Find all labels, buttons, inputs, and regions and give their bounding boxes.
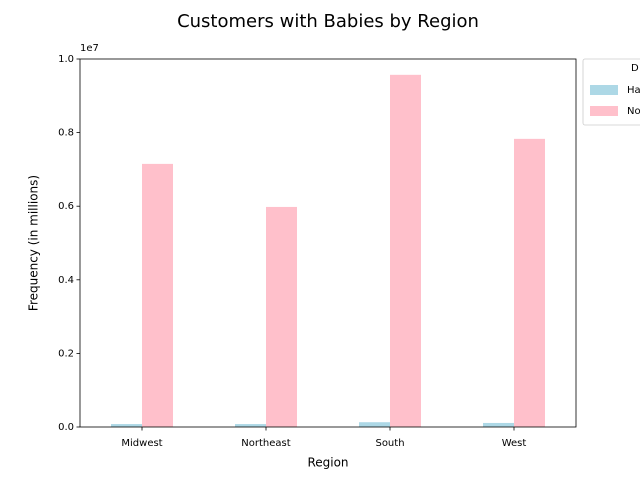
x-tick-label: Midwest [121, 438, 162, 449]
x-tick-label: South [375, 438, 404, 449]
y-tick-label: 1.0 [58, 54, 74, 65]
legend-label: Ha [627, 85, 640, 96]
bar [359, 422, 390, 427]
y-tick-label: 0.4 [58, 275, 74, 286]
bar [142, 163, 173, 427]
x-tick-label: Northeast [241, 438, 290, 449]
bar [235, 424, 266, 427]
x-axis-label: Region [307, 456, 348, 470]
legend-label: No [627, 106, 640, 117]
plot-frame [79, 58, 577, 428]
bar [514, 138, 545, 427]
bar [390, 74, 421, 427]
chart-title: Customers with Babies by Region [177, 11, 479, 32]
bar [266, 206, 297, 427]
y-tick-label: 0.2 [58, 348, 74, 359]
x-tick-label: West [502, 438, 527, 449]
legend-swatch [590, 85, 618, 95]
legend-title: D [631, 63, 639, 74]
bar [483, 422, 514, 427]
y-offset-label: 1e7 [80, 43, 99, 54]
y-tick-label: 0.6 [58, 201, 74, 212]
y-tick-label: 0.0 [58, 422, 74, 433]
y-axis-label: Frequency (in millions) [27, 175, 41, 311]
bar [111, 424, 142, 427]
legend-swatch [590, 106, 618, 116]
y-tick-label: 0.8 [58, 128, 74, 139]
